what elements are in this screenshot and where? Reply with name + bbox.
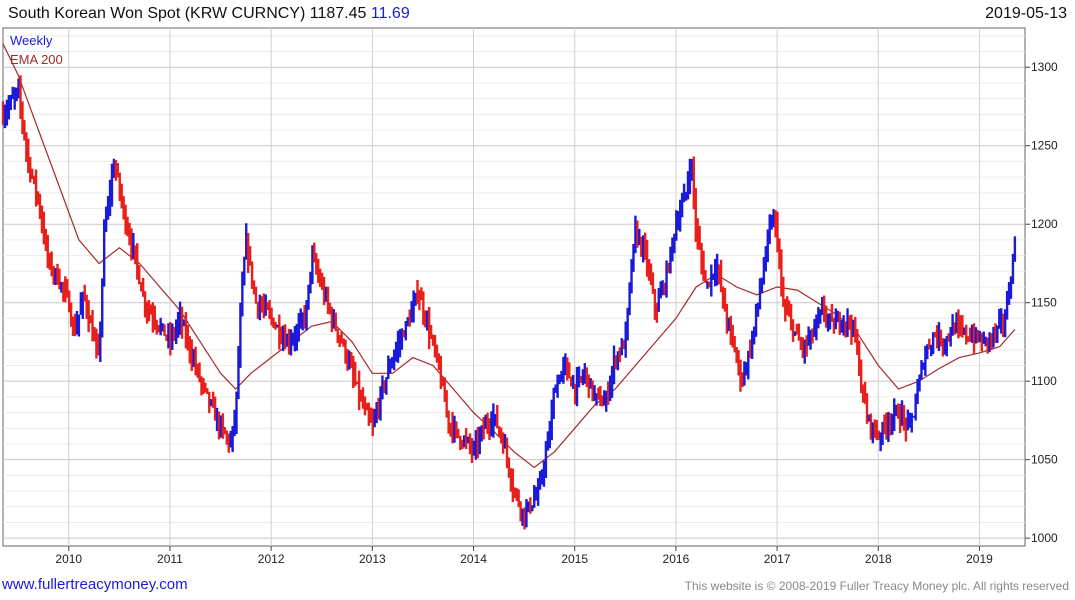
last-value: 1187.45 bbox=[309, 5, 367, 22]
x-tick-label: 2010 bbox=[55, 552, 82, 566]
x-tick-label: 2017 bbox=[764, 552, 791, 566]
y-tick-label: 1100 bbox=[1031, 374, 1057, 388]
x-tick-label: 2011 bbox=[157, 552, 183, 566]
x-tick-label: 2019 bbox=[966, 552, 993, 566]
x-tick-label: 2016 bbox=[663, 552, 690, 566]
legend-ema: EMA 200 bbox=[10, 52, 63, 67]
copyright-notice: This website is © 2008-2019 Fuller Treac… bbox=[684, 579, 1069, 593]
x-tick-label: 2015 bbox=[561, 552, 588, 566]
x-tick-label: 2018 bbox=[865, 552, 892, 566]
y-tick-label: 1300 bbox=[1031, 60, 1058, 74]
change-value: 11.69 bbox=[370, 5, 410, 22]
x-tick-label: 2012 bbox=[258, 552, 285, 566]
chart-title: South Korean Won Spot (KRW CURNCY) 1187.… bbox=[8, 5, 410, 23]
price-bars bbox=[1, 75, 1017, 530]
legend-frequency: Weekly bbox=[10, 33, 53, 48]
chart-date: 2019-05-13 bbox=[985, 5, 1067, 22]
site-link[interactable]: www.fullertreacymoney.com bbox=[2, 576, 188, 593]
title-text: South Korean Won Spot (KRW CURNCY) bbox=[8, 5, 306, 22]
y-tick-label: 1250 bbox=[1031, 139, 1058, 153]
y-axis: 1000 1050 1100 1150 1200 1250 1300 bbox=[1025, 60, 1058, 545]
y-tick-label: 1200 bbox=[1031, 217, 1058, 231]
y-tick-label: 1050 bbox=[1031, 453, 1058, 467]
x-axis: 2010 2011 2012 2013 2014 2015 2016 2017 2018 2019 bbox=[55, 546, 993, 566]
x-tick-label: 2014 bbox=[460, 552, 487, 566]
x-tick-label: 2013 bbox=[359, 552, 386, 566]
y-tick-label: 1000 bbox=[1031, 531, 1058, 545]
grid-lines bbox=[3, 28, 1025, 546]
y-tick-label: 1150 bbox=[1031, 296, 1057, 310]
